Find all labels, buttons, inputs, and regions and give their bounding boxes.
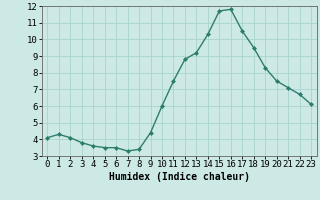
X-axis label: Humidex (Indice chaleur): Humidex (Indice chaleur)	[109, 172, 250, 182]
